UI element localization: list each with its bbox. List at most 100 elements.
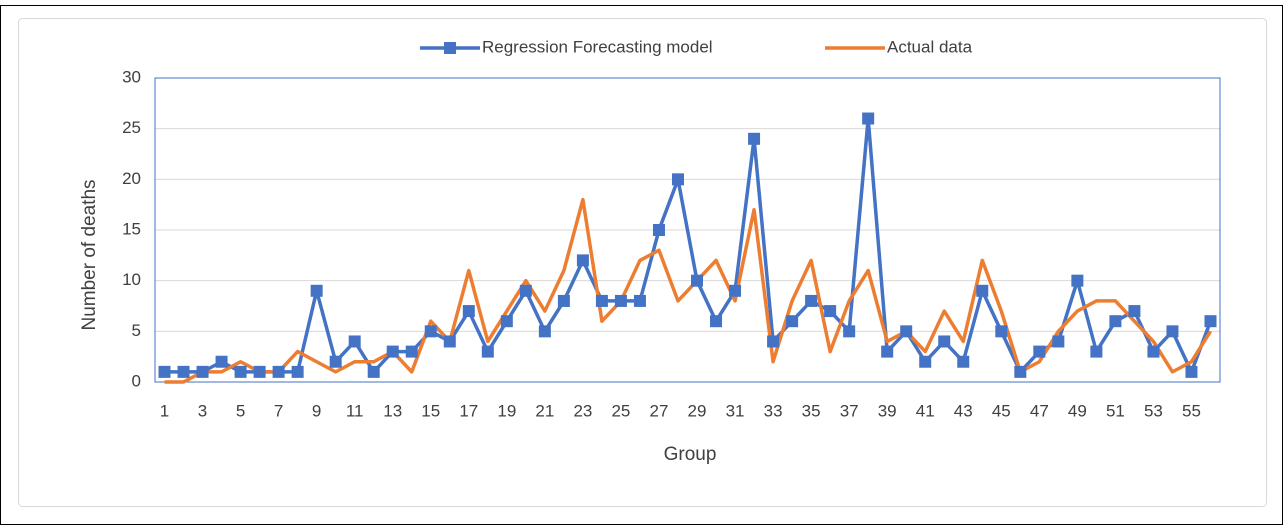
marker [329,355,342,368]
marker [1204,315,1217,328]
marker [253,365,266,378]
marker [557,294,570,307]
marker [995,325,1008,338]
marker [1052,335,1065,348]
y-tick-label: 5 [132,321,141,340]
marker [310,284,323,297]
marker [1090,345,1103,358]
x-tick-label: 5 [236,401,245,420]
marker [843,325,856,338]
marker [957,355,970,368]
marker [824,305,837,318]
marker [652,224,665,236]
x-tick-label: 43 [954,401,973,420]
y-tick-label: 15 [122,219,141,238]
x-tick-label: 33 [764,401,783,420]
marker [538,325,551,338]
x-tick-label: 23 [573,401,592,420]
marker [748,132,761,145]
marker [1185,365,1198,378]
marker [215,355,228,368]
legend-marker [444,42,456,54]
marker [1071,274,1084,287]
x-tick-label: 47 [1030,401,1049,420]
x-tick-label: 19 [497,401,516,420]
x-tick-label: 13 [383,401,402,420]
x-tick-label: 55 [1182,401,1201,420]
y-tick-label: 30 [122,67,141,86]
marker [862,112,875,125]
x-tick-label: 45 [992,401,1011,420]
marker [919,355,932,368]
plot-border [154,77,1221,383]
marker [519,284,532,297]
x-tick-label: 35 [802,401,821,420]
x-tick-label: 51 [1106,401,1125,420]
marker [614,294,627,307]
marker [671,173,684,186]
marker [443,335,456,348]
marker [1033,345,1046,358]
x-tick-label: 49 [1068,401,1087,420]
marker [196,365,209,378]
marker [881,345,894,358]
y-axis-title: Number of deaths [79,179,100,330]
y-tick-label: 10 [122,270,141,289]
x-tick-label: 31 [726,401,745,420]
x-tick-label: 39 [878,401,897,420]
y-tick-label: 25 [122,118,141,137]
x-tick-label: 27 [650,401,669,420]
marker [500,315,513,328]
marker [1014,365,1027,378]
marker [348,335,361,348]
marker [976,284,989,297]
series-line [164,197,1212,384]
x-tick-label: 15 [421,401,440,420]
legend-label: Regression Forecasting model [482,37,713,56]
x-tick-label: 17 [459,401,478,420]
marker [633,294,646,307]
legend-label: Actual data [887,37,973,56]
marker [386,345,399,358]
marker [424,325,437,338]
x-tick-label: 41 [916,401,935,420]
marker [1166,325,1179,338]
marker [291,365,304,378]
x-tick-label: 9 [312,401,321,420]
marker [367,365,380,378]
marker [1128,305,1141,318]
marker [234,365,247,378]
marker [805,294,818,307]
marker [900,325,913,338]
marker [938,335,951,348]
x-tick-label: 21 [535,401,554,420]
marker [767,335,780,348]
marker [158,365,171,378]
y-tick-label: 0 [132,371,141,390]
marker [576,254,589,267]
y-tick-label: 20 [122,169,141,188]
x-tick-label: 37 [840,401,859,420]
marker [1109,315,1122,328]
marker [710,315,723,328]
marker [462,305,475,318]
x-tick-label: 11 [346,401,364,420]
marker [272,365,285,378]
x-axis-title: Group [664,444,717,465]
marker [786,315,799,328]
x-tick-label: 29 [688,401,707,420]
chart-frame [18,18,1267,507]
x-tick-label: 3 [198,401,207,420]
x-tick-label: 7 [274,401,283,420]
x-tick-label: 25 [611,401,630,420]
marker [595,294,608,307]
marker [481,345,494,358]
marker [729,284,742,297]
x-tick-label: 53 [1144,401,1163,420]
marker [1147,345,1160,358]
x-tick-label: 1 [160,401,169,420]
marker [177,365,190,378]
marker [691,274,704,287]
marker [405,345,418,358]
